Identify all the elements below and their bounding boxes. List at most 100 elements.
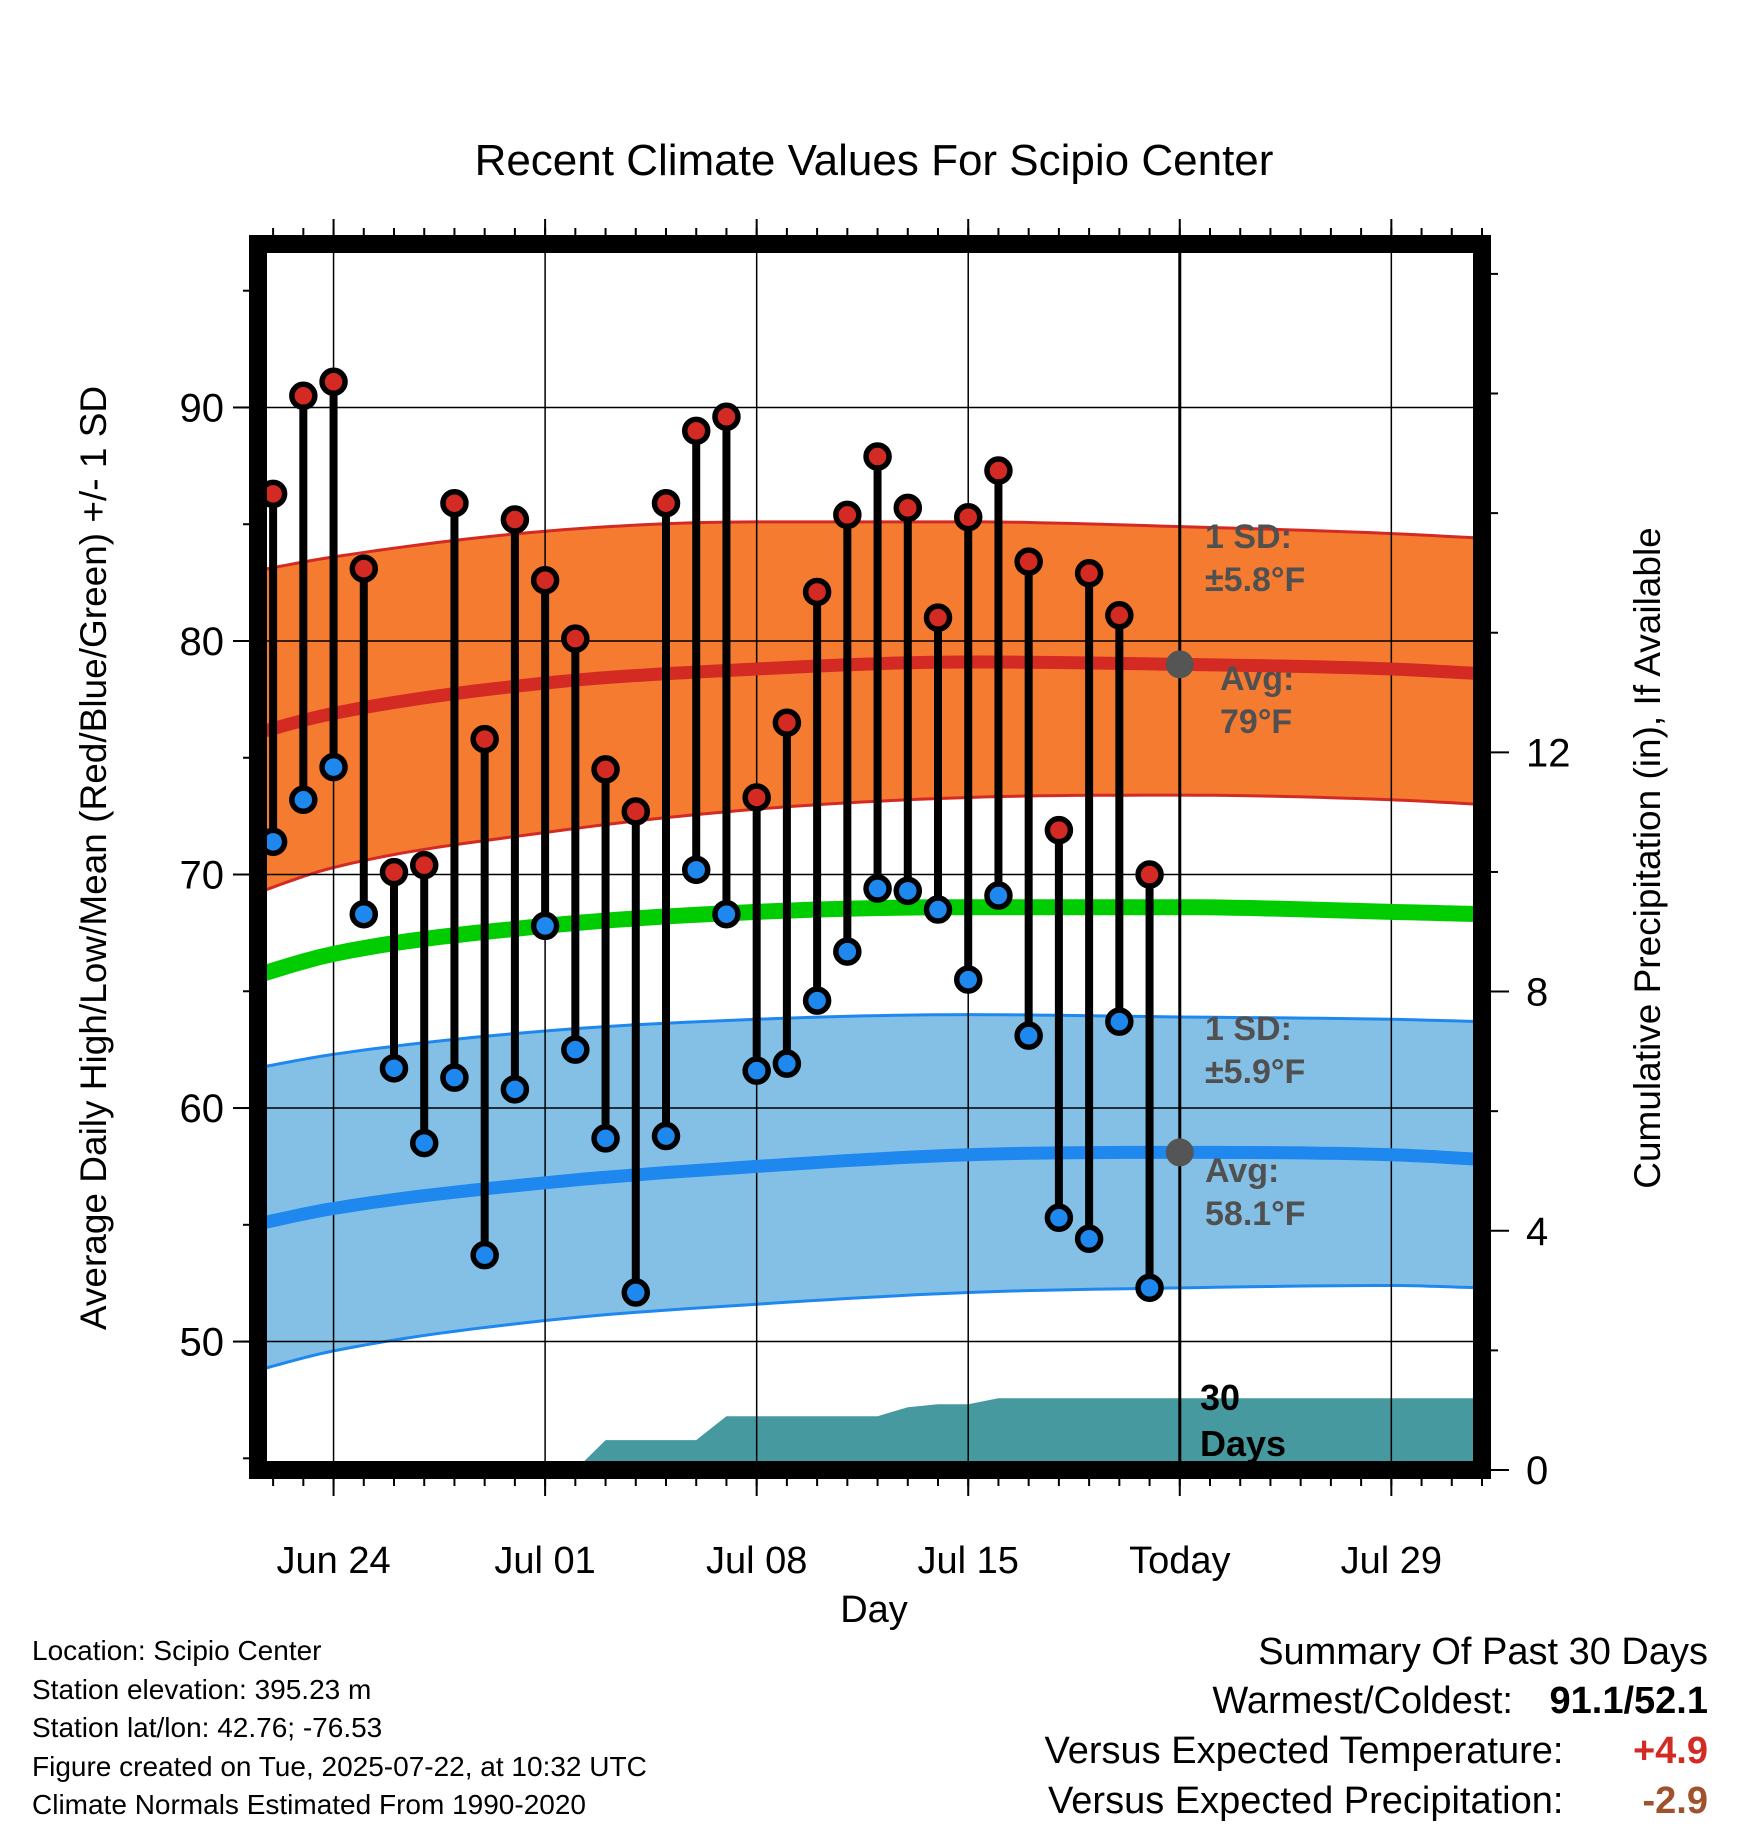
y-axis-label-left: Average Daily High/Low/Mean (Red/Blue/Gr… [73, 386, 114, 1330]
chart-title: Recent Climate Values For Scipio Center [475, 136, 1274, 185]
daily-high-point [1044, 815, 1074, 845]
daily-low-point [379, 1054, 409, 1083]
daily-low-point [1044, 1203, 1074, 1233]
x-tick-label: Jul 08 [706, 1540, 807, 1582]
y-tick-label: 80 [180, 620, 225, 664]
high-sd-lower-edge [258, 793, 1482, 895]
daily-high-point [319, 367, 348, 397]
daily-high-point [470, 724, 499, 754]
daily-high-point [772, 708, 802, 737]
warmest-coldest-row: Warmest/Coldest: 91.1/52.1 [1045, 1676, 1708, 1726]
daily-low-point [1105, 1007, 1134, 1036]
daily-high-point [802, 577, 832, 607]
daily-low-point [500, 1075, 530, 1104]
high-avg-line [258, 655, 1482, 740]
y-tick-label: 60 [180, 1087, 225, 1131]
low-avg-annotation: Avg: 58.1°F [1205, 1152, 1306, 1233]
high-avg-annotation: Avg: 79°F [1220, 660, 1294, 741]
daily-high-point [833, 500, 862, 530]
daily-low-point [289, 785, 318, 815]
station-metadata: Location: Scipio Center Station elevatio… [32, 1632, 647, 1825]
low-sd-annotation-line: 1 SD: [1205, 1010, 1292, 1048]
daily-low-point [409, 1128, 439, 1158]
daily-high-point [349, 554, 379, 583]
daily-high-point [1014, 547, 1043, 576]
daily-low-point [621, 1278, 651, 1307]
daily-low-point [530, 911, 560, 941]
today-high-avg-marker [1165, 650, 1194, 679]
high-sd-annotation: 1 SD: ±5.8°F [1205, 518, 1305, 599]
low-sd-upper-edge [258, 1013, 1482, 1070]
daily-high-point [651, 488, 681, 518]
daily-low-point [742, 1056, 771, 1085]
precip-anomaly-value: -2.9 [1642, 1780, 1708, 1822]
y-right-tick-label: 0 [1526, 1449, 1548, 1493]
high-avg-annotation-line: Avg: [1220, 660, 1294, 698]
high-avg-annotation-line: 79°F [1220, 703, 1292, 741]
daily-low-point [319, 752, 348, 782]
daily-high-point [289, 381, 318, 411]
x-tick-label: Jul 15 [918, 1540, 1019, 1582]
x-axis-label: Day [840, 1589, 908, 1631]
temp-anomaly-value: +4.9 [1632, 1730, 1708, 1772]
x-tick-label: Jul 01 [494, 1540, 595, 1582]
elevation-text: Station elevation: 395.23 m [32, 1673, 372, 1705]
y-tick-label: 90 [180, 386, 225, 430]
plot-area: 1 SD: ±5.8°F Avg: 79°F 1 SD: ±5.9°F Avg: 58.1°F… [180, 219, 1571, 1582]
precip-anomaly-row: Versus Expected Precipitation: -2.9 [1045, 1776, 1708, 1826]
daily-high-point [863, 442, 892, 471]
y-right-tick-label: 12 [1526, 731, 1571, 775]
today-low-avg-marker [1165, 1138, 1194, 1167]
warmest-coldest-value: 91.1/52.1 [1549, 1680, 1708, 1722]
daily-high-point [681, 416, 711, 446]
low-sd-annotation: 1 SD: ±5.9°F [1205, 1010, 1305, 1091]
daily-high-point [440, 488, 469, 518]
precip-anomaly-label: Versus Expected Precipitation: [1048, 1780, 1564, 1822]
daily-high-point [379, 857, 409, 887]
y-tick-label: 50 [180, 1321, 225, 1365]
high-sd-annotation-line: 1 SD: [1205, 518, 1292, 556]
daily-high-point [409, 850, 439, 880]
y-axis-label-right: Cumulative Precipitation (in), If Availa… [1627, 527, 1668, 1189]
daily-low-point [470, 1240, 499, 1270]
temp-anomaly-row: Versus Expected Temperature: +4.9 [1045, 1726, 1708, 1776]
daily-high-point [742, 783, 771, 812]
high-sd-annotation-line: ±5.8°F [1205, 561, 1305, 599]
y-right-tick-label: 4 [1526, 1210, 1548, 1254]
x-tick-label: Jul 29 [1341, 1540, 1442, 1582]
daily-low-point [1014, 1021, 1043, 1050]
daily-high-point [984, 456, 1013, 485]
daily-high-point [1135, 860, 1164, 889]
daily-high-point [1105, 601, 1134, 630]
x-tick-label: Jun 24 [277, 1540, 391, 1582]
location-text: Location: Scipio Center [32, 1635, 322, 1666]
daily-low-point [833, 937, 862, 966]
daily-low-point [561, 1035, 590, 1064]
low-sd-annotation-line: ±5.9°F [1205, 1053, 1305, 1091]
daily-low-point [893, 876, 923, 906]
daily-high-point [621, 797, 651, 826]
daily-low-point [440, 1063, 469, 1092]
daily-high-point [530, 566, 560, 595]
daily-high-point [500, 505, 530, 534]
daily-low-point [681, 855, 711, 885]
daily-low-point [772, 1049, 802, 1078]
latlon-text: Station lat/lon: 42.76; -76.53 [32, 1712, 383, 1743]
daily-high-point [1074, 559, 1104, 588]
plot-frame [249, 235, 1491, 1479]
plot-inner [258, 244, 1482, 1470]
y-tick-label: 70 [180, 854, 225, 898]
y-right-tick-label: 8 [1526, 971, 1548, 1015]
daily-low-point [923, 895, 953, 924]
daily-low-point [712, 899, 741, 929]
daily-low-point [1135, 1273, 1164, 1303]
daily-low-point [591, 1124, 620, 1153]
created-text: Figure created on Tue, 2025-07-22, at 10… [32, 1750, 647, 1782]
low-sd-band [258, 1014, 1482, 1371]
daily-low-point [1074, 1224, 1104, 1254]
days-annotation-line: Days [1200, 1423, 1286, 1464]
daily-high-point [923, 603, 953, 632]
normals-text: Climate Normals Estimated From 1990-2020 [32, 1789, 586, 1820]
summary-panel: Summary Of Past 30 Days Warmest/Coldest:… [1045, 1628, 1708, 1826]
high-sd-band [258, 521, 1482, 893]
